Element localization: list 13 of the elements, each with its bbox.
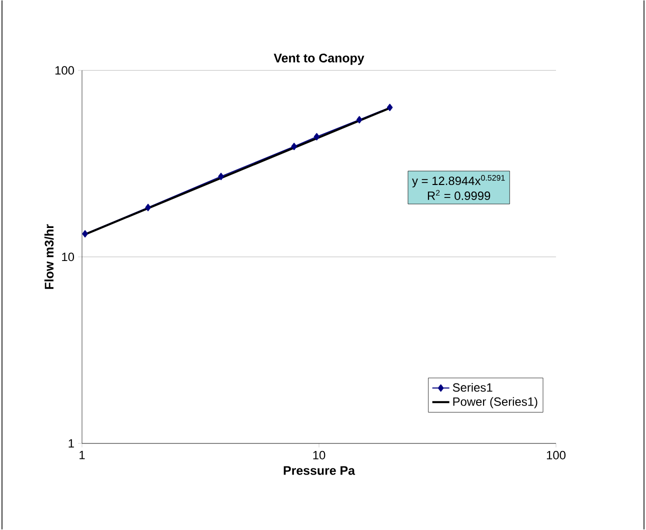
y-tick-label: 100 xyxy=(55,66,74,75)
x-axis-title: Pressure Pa xyxy=(284,466,356,476)
annotation: y = 12.8944x$^{0.5291}$ xyxy=(412,175,505,188)
y-axis-title: Flow m3/hr xyxy=(44,224,54,290)
x-tick-label: 10 xyxy=(313,451,326,460)
x-tick-label: 100 xyxy=(546,451,566,460)
annotation: R$^{2}$ = 0.9999 xyxy=(428,190,490,200)
x-tick-label: 1 xyxy=(80,451,85,460)
chart-title: Vent to Canopy xyxy=(274,54,364,65)
legend-label: Series1 xyxy=(452,383,492,392)
y-tick-label: 1 xyxy=(68,439,74,448)
y-tick-label: 10 xyxy=(62,252,74,262)
legend-label: Power (Series1) xyxy=(453,397,538,408)
